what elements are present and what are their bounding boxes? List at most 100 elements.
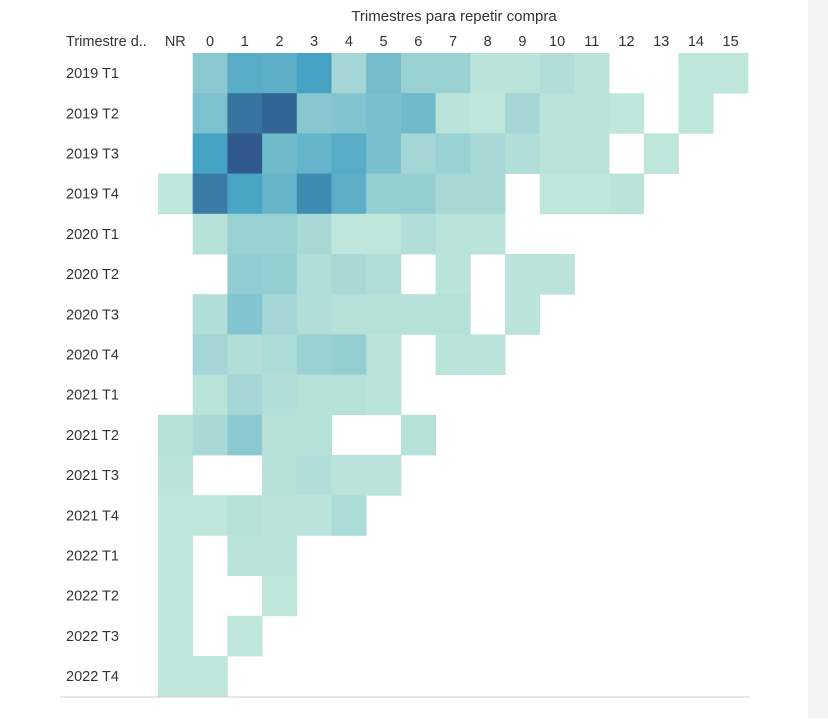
heatmap-cell[interactable]: 2019 T2 / 9 bbox=[505, 93, 541, 134]
heatmap-cell[interactable]: 2021 T2 / 6 bbox=[400, 414, 436, 456]
heatmap-cell[interactable]: 2019 T3 / 13 bbox=[643, 133, 679, 174]
heatmap-cell[interactable]: 2020 T3 / 3 bbox=[296, 294, 332, 335]
heatmap-cell[interactable]: 2020 T2 / 3 bbox=[296, 254, 332, 295]
heatmap-cell[interactable]: 2019 T1 / 7 bbox=[435, 53, 471, 94]
heatmap-cell[interactable]: 2019 T3 / 7 bbox=[435, 133, 471, 174]
heatmap-cell[interactable]: 2020 T4 / 8 bbox=[470, 334, 506, 375]
heatmap-cell[interactable]: 2021 T1 / 1 bbox=[227, 374, 263, 416]
heatmap-cell[interactable]: 2022 T2 / NR bbox=[158, 575, 194, 617]
heatmap-cell[interactable]: 2021 T2 / NR bbox=[158, 414, 194, 456]
heatmap-cell[interactable]: 2019 T3 / 11 bbox=[574, 133, 610, 174]
heatmap-cell[interactable]: 2020 T2 / 5 bbox=[366, 254, 402, 295]
heatmap-cell[interactable]: 2019 T2 / 11 bbox=[574, 93, 610, 134]
heatmap-cell[interactable]: 2019 T4 / 0 bbox=[192, 173, 228, 215]
heatmap-cell[interactable]: 2021 T4 / 0 bbox=[192, 495, 228, 536]
heatmap-cell[interactable]: 2019 T2 / 6 bbox=[400, 93, 436, 134]
heatmap-cell[interactable]: 2021 T3 / 4 bbox=[331, 455, 367, 496]
scrollbar-track[interactable] bbox=[808, 0, 828, 718]
heatmap-cell[interactable]: 2020 T2 / 2 bbox=[262, 254, 298, 295]
heatmap-cell[interactable]: 2019 T3 / 9 bbox=[505, 133, 541, 174]
heatmap-cell[interactable]: 2022 T1 / 1 bbox=[227, 535, 263, 576]
heatmap-cell[interactable]: 2020 T3 / 7 bbox=[435, 294, 471, 335]
heatmap-cell[interactable]: 2021 T1 / 3 bbox=[296, 374, 332, 416]
heatmap-cell[interactable]: 2022 T4 / 0 bbox=[192, 656, 228, 697]
heatmap-cell[interactable]: 2019 T4 / 4 bbox=[331, 173, 367, 215]
heatmap-cell[interactable]: 2021 T3 / 2 bbox=[262, 455, 298, 496]
heatmap-cell[interactable]: 2021 T2 / 2 bbox=[262, 414, 298, 456]
heatmap-cell[interactable]: 2022 T3 / 1 bbox=[227, 615, 263, 657]
heatmap-cell[interactable]: 2019 T2 / 1 bbox=[227, 93, 263, 134]
heatmap-cell[interactable]: 2019 T1 / 4 bbox=[331, 53, 367, 94]
heatmap-cell[interactable]: 2019 T2 / 7 bbox=[435, 93, 471, 134]
heatmap-cell[interactable]: 2019 T1 / 8 bbox=[470, 53, 506, 94]
heatmap-cell[interactable]: 2020 T4 / 3 bbox=[296, 334, 332, 375]
heatmap-cell[interactable]: 2019 T2 / 5 bbox=[366, 93, 402, 134]
heatmap-cell[interactable]: 2021 T1 / 5 bbox=[366, 374, 402, 416]
heatmap-cell[interactable]: 2019 T2 / 4 bbox=[331, 93, 367, 134]
heatmap-cell[interactable]: 2019 T1 / 10 bbox=[539, 53, 575, 94]
heatmap-cell[interactable]: 2021 T1 / 0 bbox=[192, 374, 228, 416]
heatmap-cell[interactable]: 2021 T1 / 4 bbox=[331, 374, 367, 416]
heatmap-cell[interactable]: 2019 T4 / 8 bbox=[470, 173, 506, 215]
heatmap-cell[interactable]: 2019 T3 / 2 bbox=[262, 133, 298, 174]
heatmap-cell[interactable]: 2019 T1 / 3 bbox=[296, 53, 332, 94]
heatmap-cell[interactable]: 2020 T1 / 3 bbox=[296, 213, 332, 255]
heatmap-cell[interactable]: 2020 T1 / 8 bbox=[470, 213, 506, 255]
heatmap-cell[interactable]: 2021 T4 / 3 bbox=[296, 495, 332, 536]
heatmap-cell[interactable]: 2019 T4 / 12 bbox=[609, 173, 645, 215]
heatmap-cell[interactable]: 2021 T2 / 3 bbox=[296, 414, 332, 456]
heatmap-cell[interactable]: 2020 T2 / 4 bbox=[331, 254, 367, 295]
heatmap-cell[interactable]: 2019 T3 / 6 bbox=[400, 133, 436, 174]
heatmap-cell[interactable]: 2019 T1 / 6 bbox=[400, 53, 436, 94]
heatmap-cell[interactable]: 2020 T3 / 0 bbox=[192, 294, 228, 335]
heatmap-cell[interactable]: 2019 T3 / 3 bbox=[296, 133, 332, 174]
heatmap-cell[interactable]: 2020 T3 / 2 bbox=[262, 294, 298, 335]
heatmap-cell[interactable]: 2019 T1 / 0 bbox=[192, 53, 228, 94]
heatmap-cell[interactable]: 2019 T3 / 1 bbox=[227, 133, 263, 174]
heatmap-cell[interactable]: 2021 T4 / 2 bbox=[262, 495, 298, 536]
heatmap-cell[interactable]: 2020 T1 / 2 bbox=[262, 213, 298, 255]
heatmap-cell[interactable]: 2020 T3 / 9 bbox=[505, 294, 541, 335]
heatmap-cell[interactable]: 2019 T1 / 1 bbox=[227, 53, 263, 94]
heatmap-cell[interactable]: 2019 T4 / 6 bbox=[400, 173, 436, 215]
heatmap-cell[interactable]: 2019 T4 / 3 bbox=[296, 173, 332, 215]
heatmap-cell[interactable]: 2019 T2 / 3 bbox=[296, 93, 332, 134]
heatmap-cell[interactable]: 2020 T3 / 1 bbox=[227, 294, 263, 335]
heatmap-cell[interactable]: 2019 T2 / 14 bbox=[678, 93, 714, 134]
heatmap-cell[interactable]: 2021 T4 / NR bbox=[158, 495, 194, 536]
heatmap-cell[interactable]: 2020 T4 / 7 bbox=[435, 334, 471, 375]
heatmap-cell[interactable]: 2022 T3 / NR bbox=[158, 615, 194, 657]
heatmap-cell[interactable]: 2020 T4 / 5 bbox=[366, 334, 402, 375]
heatmap-cell[interactable]: 2020 T1 / 5 bbox=[366, 213, 402, 255]
heatmap-cell[interactable]: 2022 T1 / NR bbox=[158, 535, 194, 576]
heatmap-cell[interactable]: 2020 T1 / 6 bbox=[400, 213, 436, 255]
heatmap-cell[interactable]: 2021 T3 / 3 bbox=[296, 455, 332, 496]
heatmap-cell[interactable]: 2022 T4 / NR bbox=[158, 656, 194, 697]
heatmap-cell[interactable]: 2021 T4 / 1 bbox=[227, 495, 263, 536]
heatmap-cell[interactable]: 2022 T2 / 2 bbox=[262, 575, 298, 617]
heatmap-cell[interactable]: 2019 T4 / 2 bbox=[262, 173, 298, 215]
heatmap-cell[interactable]: 2020 T2 / 10 bbox=[539, 254, 575, 295]
heatmap-cell[interactable]: 2019 T1 / 11 bbox=[574, 53, 610, 94]
heatmap-cell[interactable]: 2019 T4 / 7 bbox=[435, 173, 471, 215]
heatmap-cell[interactable]: 2020 T1 / 4 bbox=[331, 213, 367, 255]
heatmap-cell[interactable]: 2020 T2 / 7 bbox=[435, 254, 471, 295]
heatmap-cell[interactable]: 2019 T2 / 2 bbox=[262, 93, 298, 134]
heatmap-cell[interactable]: 2019 T1 / 14 bbox=[678, 53, 714, 94]
heatmap-cell[interactable]: 2019 T1 / 5 bbox=[366, 53, 402, 94]
heatmap-cell[interactable]: 2020 T1 / 0 bbox=[192, 213, 228, 255]
heatmap-cell[interactable]: 2019 T2 / 8 bbox=[470, 93, 506, 134]
heatmap-cell[interactable]: 2019 T1 / 9 bbox=[505, 53, 541, 94]
heatmap-cell[interactable]: 2020 T4 / 2 bbox=[262, 334, 298, 375]
heatmap-cell[interactable]: 2019 T2 / 10 bbox=[539, 93, 575, 134]
heatmap-cell[interactable]: 2021 T4 / 4 bbox=[331, 495, 367, 536]
heatmap-cell[interactable]: 2019 T1 / 15 bbox=[713, 53, 749, 94]
heatmap-cell[interactable]: 2021 T2 / 0 bbox=[192, 414, 228, 456]
heatmap-cell[interactable]: 2019 T4 / 5 bbox=[366, 173, 402, 215]
heatmap-cell[interactable]: 2019 T4 / 10 bbox=[539, 173, 575, 215]
heatmap-cell[interactable]: 2020 T2 / 1 bbox=[227, 254, 263, 295]
heatmap-cell[interactable]: 2020 T4 / 1 bbox=[227, 334, 263, 375]
heatmap-cell[interactable]: 2019 T4 / 11 bbox=[574, 173, 610, 215]
heatmap-cell[interactable]: 2020 T4 / 0 bbox=[192, 334, 228, 375]
heatmap-cell[interactable]: 2021 T1 / 2 bbox=[262, 374, 298, 416]
